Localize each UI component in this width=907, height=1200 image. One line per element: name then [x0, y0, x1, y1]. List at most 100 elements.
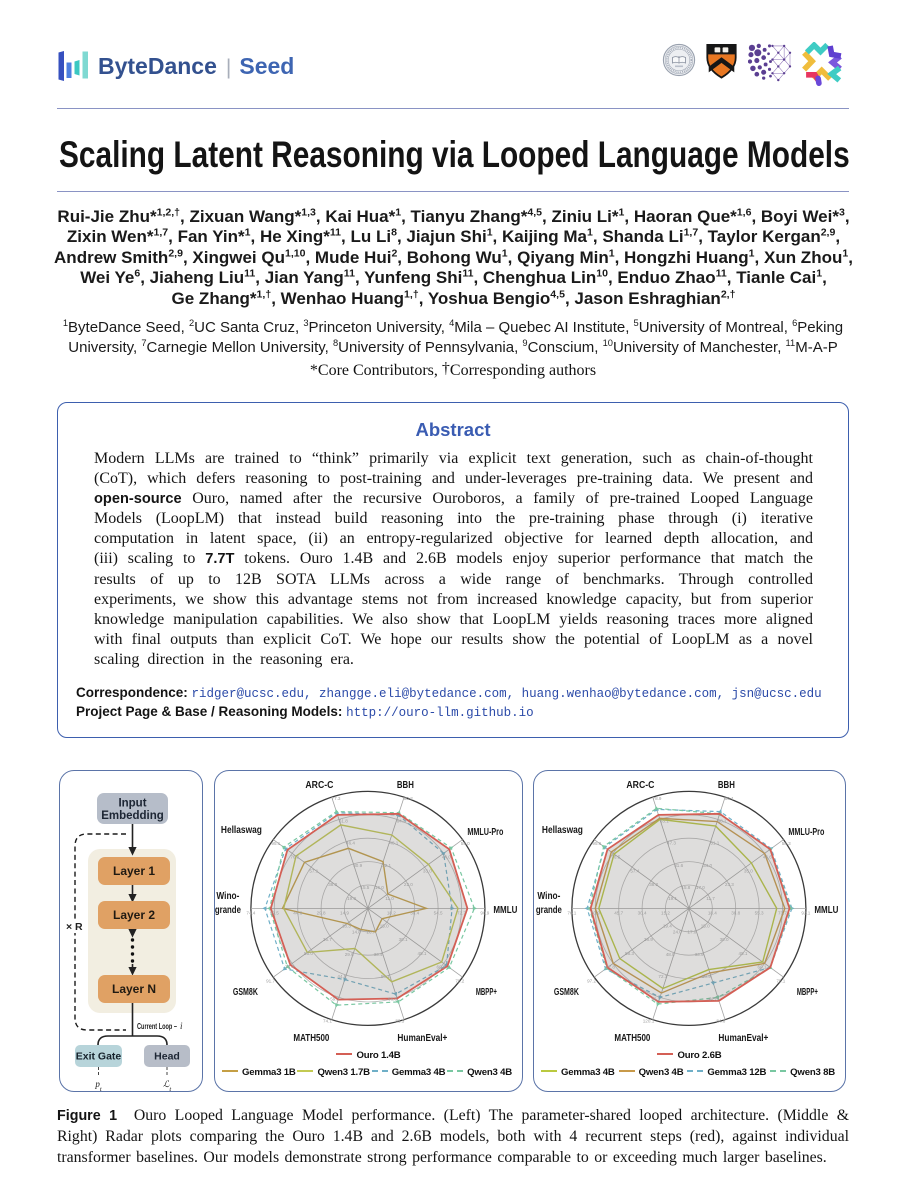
- svg-text:GSM8K: GSM8K: [233, 987, 259, 998]
- svg-text:GSM8K: GSM8K: [554, 987, 580, 998]
- svg-text:120.1: 120.1: [643, 1019, 655, 1024]
- svg-text:i: i: [180, 1021, 183, 1031]
- svg-text:MATH500: MATH500: [293, 1033, 329, 1044]
- svg-text:MMLU-Pro: MMLU-Pro: [467, 827, 503, 838]
- svg-text:Layer 2: Layer 2: [113, 908, 155, 922]
- svg-text:grande: grande: [536, 905, 562, 916]
- svg-text:84.8: 84.8: [716, 1019, 725, 1024]
- svg-text:MMLU: MMLU: [493, 905, 517, 916]
- svg-text:95.1: 95.1: [271, 841, 280, 846]
- svg-text:30.9: 30.9: [353, 863, 362, 868]
- svg-text:64.2: 64.2: [397, 818, 406, 823]
- svg-text:Layer N: Layer N: [112, 982, 156, 996]
- svg-text:76.1: 76.1: [567, 910, 576, 915]
- svg-text:24.0: 24.0: [673, 930, 682, 935]
- svg-text:95.6: 95.6: [592, 841, 601, 846]
- svg-text:Head: Head: [154, 1051, 180, 1063]
- svg-text:30.4: 30.4: [638, 910, 647, 915]
- svg-text:38.2: 38.2: [649, 882, 658, 887]
- svg-text:91.7: 91.7: [266, 978, 275, 983]
- svg-text:48.1: 48.1: [389, 841, 398, 846]
- svg-text:45.7: 45.7: [614, 910, 623, 915]
- svg-text:BBH: BBH: [718, 780, 735, 791]
- svg-text:17.0: 17.0: [696, 885, 705, 890]
- svg-text:33.9: 33.9: [695, 952, 704, 957]
- svg-text:16.0: 16.0: [375, 885, 384, 890]
- svg-text:15.8: 15.8: [681, 885, 690, 890]
- svg-text:36.8: 36.8: [731, 910, 740, 915]
- svg-text:75.2: 75.2: [455, 978, 464, 983]
- svg-text:14.8: 14.8: [352, 930, 361, 935]
- svg-text:63.1: 63.1: [660, 818, 669, 823]
- svg-text:78.9: 78.9: [653, 796, 662, 801]
- svg-text:Exit Gate: Exit Gate: [76, 1051, 122, 1063]
- svg-text:76.1: 76.1: [290, 855, 299, 860]
- svg-text:11.7: 11.7: [706, 896, 715, 901]
- svg-text:90.9: 90.9: [480, 910, 489, 915]
- svg-text:15.5: 15.5: [360, 885, 369, 890]
- svg-text:47.3: 47.3: [667, 841, 676, 846]
- svg-text:32.1: 32.1: [382, 863, 391, 868]
- svg-text:18.4: 18.4: [708, 910, 717, 915]
- svg-text:18.3: 18.3: [342, 923, 351, 928]
- svg-text:17.0: 17.0: [687, 930, 696, 935]
- svg-text:Hellaswag: Hellaswag: [542, 825, 583, 836]
- svg-text:19.1: 19.1: [668, 896, 677, 901]
- svg-text:16.7: 16.7: [366, 930, 375, 935]
- svg-text:BBH: BBH: [397, 780, 414, 791]
- svg-text:72.1: 72.1: [658, 974, 667, 979]
- svg-text:67.8: 67.8: [709, 996, 718, 1001]
- svg-text:76.5: 76.5: [611, 855, 620, 860]
- svg-text:22.0: 22.0: [404, 882, 413, 887]
- svg-text:96.1: 96.1: [651, 996, 660, 1001]
- svg-text:73.7: 73.7: [778, 910, 787, 915]
- svg-text:38.0: 38.0: [328, 882, 337, 887]
- svg-text:15.2: 15.2: [661, 910, 670, 915]
- svg-text:48.0: 48.0: [666, 952, 675, 957]
- svg-text:54.5: 54.5: [434, 910, 443, 915]
- svg-text:MATH500: MATH500: [614, 1033, 650, 1044]
- svg-text:92.1: 92.1: [801, 910, 810, 915]
- svg-text:44.6: 44.6: [293, 910, 302, 915]
- svg-text:30.1: 30.1: [399, 937, 408, 942]
- svg-text:77.3: 77.3: [332, 796, 341, 801]
- svg-text:80.2: 80.2: [404, 796, 413, 801]
- svg-text:46.6: 46.6: [763, 855, 772, 860]
- svg-text:19.0: 19.0: [347, 896, 356, 901]
- svg-text:19.4: 19.4: [663, 923, 672, 928]
- svg-text:55.3: 55.3: [755, 910, 764, 915]
- svg-text:33.4: 33.4: [374, 952, 383, 957]
- svg-text:58.3: 58.3: [625, 951, 634, 956]
- svg-text:59.5: 59.5: [270, 910, 279, 915]
- svg-text:61.8: 61.8: [339, 818, 348, 823]
- svg-text:Wino-: Wino-: [537, 891, 560, 902]
- svg-text:72.7: 72.7: [457, 910, 466, 915]
- svg-text:36.4: 36.4: [410, 910, 419, 915]
- svg-text:35.0: 35.0: [744, 868, 753, 873]
- svg-text:Layer 1: Layer 1: [113, 864, 155, 878]
- svg-text:45.1: 45.1: [739, 951, 748, 956]
- svg-text:30.0: 30.0: [720, 937, 729, 942]
- svg-text:68.1: 68.1: [718, 818, 727, 823]
- svg-text:44.0: 44.0: [442, 855, 451, 860]
- svg-text:Current Loop –: Current Loop –: [137, 1021, 177, 1031]
- svg-text:ARC-C: ARC-C: [305, 780, 333, 791]
- svg-text:HumanEval+: HumanEval+: [718, 1033, 768, 1044]
- svg-text:59.3: 59.3: [330, 996, 339, 1001]
- svg-text:MBPP+: MBPP+: [797, 987, 818, 998]
- svg-text:73.4: 73.4: [285, 965, 294, 970]
- svg-text:44.5: 44.5: [337, 974, 346, 979]
- svg-text:31.6: 31.6: [674, 863, 683, 868]
- svg-text:83.5: 83.5: [395, 1019, 404, 1024]
- svg-text:51.1: 51.1: [710, 841, 719, 846]
- svg-text:33.0: 33.0: [423, 868, 432, 873]
- svg-text:11.0: 11.0: [385, 896, 394, 901]
- svg-text:58.3: 58.3: [782, 841, 791, 846]
- svg-text:55.0: 55.0: [304, 951, 313, 956]
- svg-text:60.9: 60.9: [591, 910, 600, 915]
- svg-text:Input: Input: [118, 798, 146, 810]
- svg-text:Wino-: Wino-: [216, 891, 239, 902]
- svg-text:66.8: 66.8: [388, 996, 397, 1001]
- svg-text:grande: grande: [215, 905, 241, 916]
- svg-text:23.3: 23.3: [725, 882, 734, 887]
